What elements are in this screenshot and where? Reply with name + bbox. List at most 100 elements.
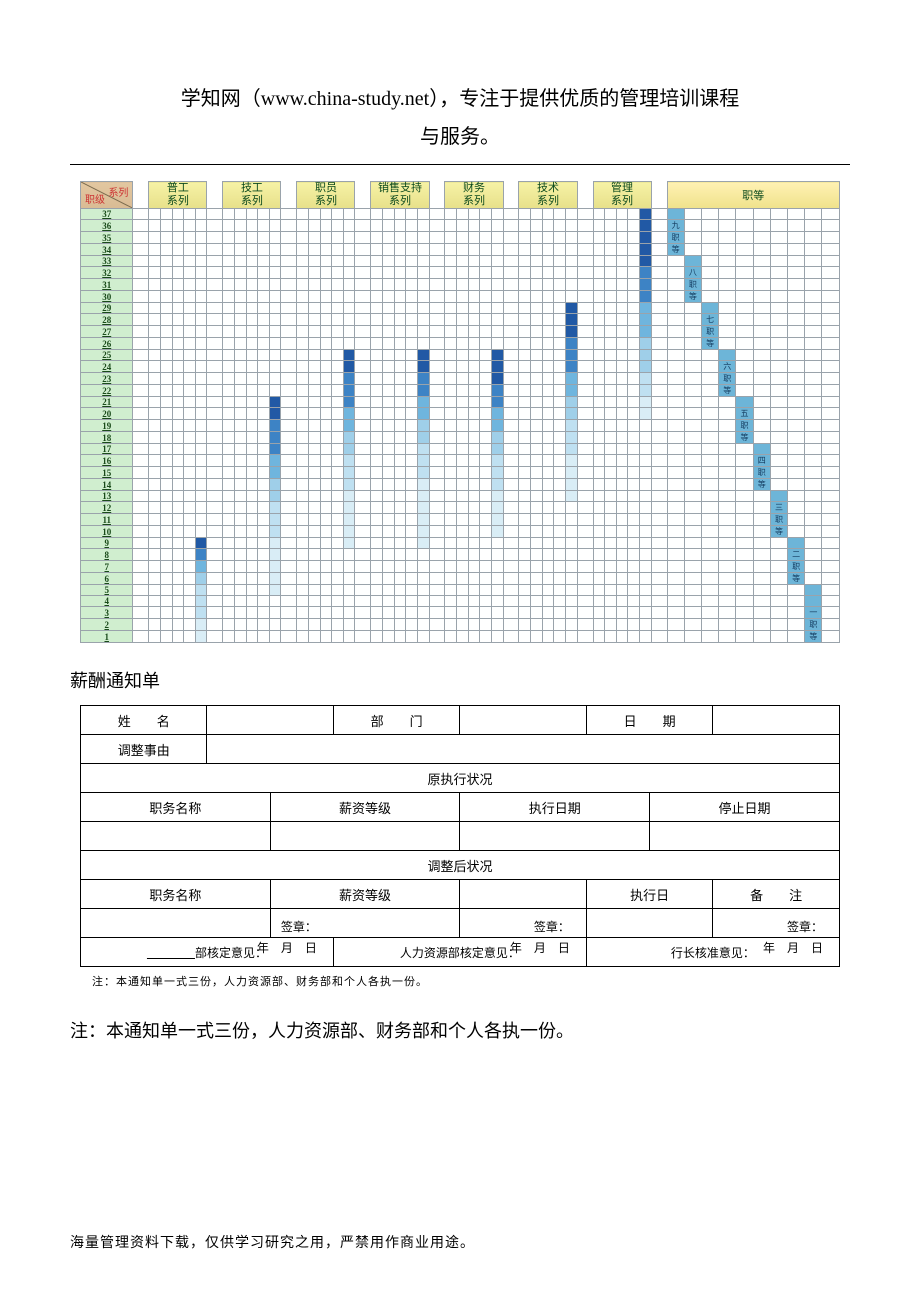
rank-cell [701, 619, 718, 631]
rank-cell [805, 549, 822, 561]
chart-cell [320, 596, 332, 607]
chart-cell [258, 514, 270, 526]
rank-cell [701, 561, 718, 573]
approval-hr[interactable]: 人力资源部核定意见： 签章： 年 月 日 [333, 938, 586, 967]
chart-cell [468, 467, 480, 479]
chart-cell [343, 526, 355, 538]
chart-cell [383, 585, 395, 596]
chart-cell [269, 514, 281, 526]
chart-cell [309, 514, 321, 526]
rank-cell: 职 [701, 326, 718, 338]
chart-cell [161, 373, 173, 385]
chart-cell [223, 338, 235, 350]
rank-cell [701, 209, 718, 220]
chart-cell [542, 561, 554, 573]
chart-cell [406, 397, 418, 408]
chart-cell [258, 256, 270, 267]
field-execdate[interactable] [460, 822, 650, 851]
rank-cell [753, 420, 770, 432]
rank-cell [667, 209, 684, 220]
chart-cell [628, 585, 640, 596]
field-name[interactable] [207, 706, 333, 735]
rank-cell [684, 549, 701, 561]
rank-cell [736, 267, 753, 279]
section-heading: 薪酬通知单 [70, 667, 850, 693]
chart-cell [235, 303, 247, 314]
chart-cell [258, 549, 270, 561]
chart-cell [531, 444, 543, 455]
chart-cell [639, 538, 651, 549]
chart-cell [394, 279, 406, 291]
chart-cell [457, 385, 469, 397]
chart-cell [223, 573, 235, 585]
chart-cell [383, 619, 395, 631]
approval-dept[interactable]: 部核定意见： 签章： 年 月 日 [81, 938, 334, 967]
chart-cell [565, 549, 577, 561]
chart-cell [468, 326, 480, 338]
chart-cell [235, 279, 247, 291]
chart-cell [457, 291, 469, 303]
rank-cell [701, 420, 718, 432]
chart-cell [628, 607, 640, 619]
field-jobtitle-1[interactable] [81, 822, 271, 851]
rank-cell [684, 619, 701, 631]
chart-cell [542, 209, 554, 220]
chart-cell [519, 326, 531, 338]
rank-cell [753, 279, 770, 291]
chart-cell [320, 619, 332, 631]
rank-cell: 职 [719, 373, 736, 385]
chart-cell [394, 607, 406, 619]
chart-cell [269, 397, 281, 408]
chart-cell [258, 538, 270, 549]
chart-cell [297, 549, 309, 561]
field-date[interactable] [713, 706, 840, 735]
chart-cell [445, 232, 457, 244]
approval-head[interactable]: 行长核准意见： 签章： 年 月 日 [586, 938, 839, 967]
chart-cell [172, 361, 184, 373]
chart-cell [343, 385, 355, 397]
chart-cell [332, 291, 344, 303]
chart-cell [371, 467, 383, 479]
field-jobtitle-2[interactable] [81, 909, 271, 938]
chart-cell [297, 420, 309, 432]
chart-cell [297, 397, 309, 408]
chart-cell [195, 526, 207, 538]
chart-cell [616, 385, 628, 397]
rank-cell [770, 350, 787, 361]
field-grade-1[interactable] [270, 822, 460, 851]
chart-cell [309, 585, 321, 596]
chart-cell [480, 585, 492, 596]
chart-cell [491, 373, 503, 385]
rank-cell [753, 267, 770, 279]
chart-cell [394, 408, 406, 420]
rank-cell [701, 631, 718, 643]
chart-cell [480, 232, 492, 244]
chart-cell [269, 631, 281, 643]
chart-cell [605, 455, 617, 467]
row-number: 10 [81, 526, 133, 538]
field-dept[interactable] [460, 706, 586, 735]
chart-cell [309, 350, 321, 361]
chart-cell [332, 549, 344, 561]
chart-cell [406, 420, 418, 432]
chart-cell [554, 256, 566, 267]
rank-cell: 八 [684, 267, 701, 279]
chart-cell [491, 267, 503, 279]
field-blank[interactable] [460, 880, 586, 909]
chart-cell [593, 455, 605, 467]
chart-cell [406, 232, 418, 244]
field-execday[interactable] [586, 909, 712, 938]
chart-cell [258, 455, 270, 467]
rank-cell [719, 607, 736, 619]
field-stopdate[interactable] [650, 822, 840, 851]
chart-cell [554, 373, 566, 385]
chart-cell [195, 444, 207, 455]
chart-cell [172, 350, 184, 361]
rank-cell [736, 256, 753, 267]
chart-cell [639, 373, 651, 385]
chart-cell [605, 631, 617, 643]
chart-cell [554, 232, 566, 244]
chart-cell [343, 291, 355, 303]
chart-cell [235, 467, 247, 479]
field-reason[interactable] [207, 735, 840, 764]
